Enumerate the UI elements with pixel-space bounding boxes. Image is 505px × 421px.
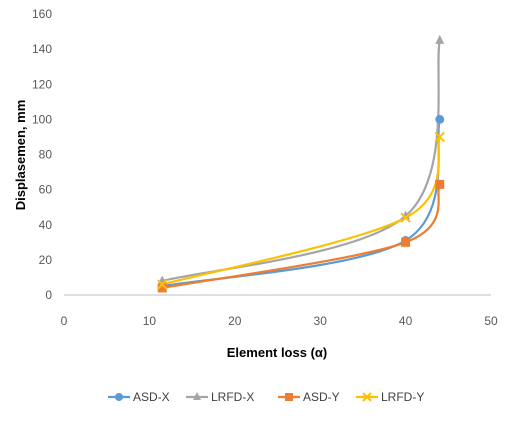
legend-marker bbox=[193, 392, 201, 400]
data-point bbox=[434, 131, 445, 143]
y-tick-label: 120 bbox=[32, 77, 52, 91]
legend-marker bbox=[362, 392, 372, 402]
x-tick-label: 0 bbox=[61, 314, 68, 328]
chart-legend: ASD-X LRFD-X ASD-Y LRFD-Y bbox=[108, 390, 424, 404]
legend-marker bbox=[115, 393, 123, 401]
legend-label: ASD-Y bbox=[303, 390, 340, 404]
x-tick-label: 30 bbox=[314, 314, 328, 328]
x-tick-label: 40 bbox=[399, 314, 413, 328]
legend-marker bbox=[285, 393, 293, 401]
legend-label: LRFD-Y bbox=[381, 390, 424, 404]
y-tick-label: 140 bbox=[32, 42, 52, 56]
y-tick-label: 80 bbox=[39, 148, 53, 162]
data-point bbox=[401, 210, 411, 220]
y-tick-label: 160 bbox=[32, 7, 52, 21]
x-tick-label: 10 bbox=[143, 314, 157, 328]
y-tick-label: 20 bbox=[39, 253, 53, 267]
y-tick-label: 60 bbox=[39, 183, 53, 197]
y-tick-label: 40 bbox=[39, 218, 53, 232]
data-point bbox=[435, 179, 445, 189]
legend-label: LRFD-X bbox=[211, 390, 254, 404]
x-tick-label: 50 bbox=[484, 314, 498, 328]
y-axis-title: Displasemen, mm bbox=[13, 100, 28, 211]
data-point bbox=[157, 279, 168, 290]
series-lines bbox=[161, 40, 441, 290]
y-tick-label: 100 bbox=[32, 112, 52, 126]
y-tick-label: 0 bbox=[45, 288, 52, 302]
data-point bbox=[435, 114, 445, 124]
y-axis-tick-labels: 0 20 40 60 80 100 120 140 160 bbox=[32, 7, 52, 302]
x-tick-label: 20 bbox=[228, 314, 242, 328]
series-line bbox=[161, 136, 441, 286]
legend-label: ASD-X bbox=[133, 390, 170, 404]
series-line bbox=[162, 119, 441, 288]
data-point bbox=[401, 237, 411, 247]
data-point bbox=[157, 283, 167, 293]
data-point bbox=[435, 34, 445, 44]
data-point bbox=[400, 212, 411, 223]
x-axis-tick-labels: 0 10 20 30 40 50 bbox=[61, 314, 498, 328]
series-line bbox=[162, 183, 441, 290]
series-markers bbox=[157, 34, 445, 293]
x-axis-title: Element loss (α) bbox=[227, 345, 327, 360]
